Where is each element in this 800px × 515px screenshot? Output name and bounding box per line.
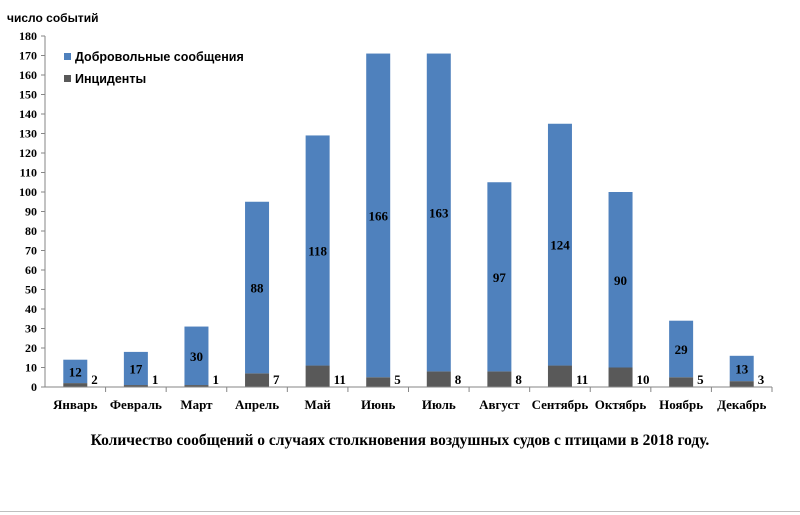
y-tick-label: 110 — [20, 166, 37, 180]
data-label-voluntary: 29 — [675, 342, 689, 357]
bar-voluntary — [123, 351, 148, 386]
bar-incidents — [245, 373, 270, 387]
data-label-incidents: 2 — [91, 372, 98, 387]
x-tick-label: Май — [304, 397, 331, 412]
bar-voluntary — [63, 359, 88, 384]
y-tick-label: 160 — [19, 68, 37, 82]
bar-incidents — [123, 385, 148, 387]
y-tick-label: 100 — [19, 185, 37, 199]
data-label-voluntary: 12 — [69, 364, 82, 379]
bar-voluntary — [669, 320, 694, 378]
y-tick-label: 50 — [25, 283, 37, 297]
data-label-voluntary: 163 — [429, 205, 449, 220]
data-label-voluntary: 90 — [614, 273, 627, 288]
data-label-incidents: 10 — [637, 372, 650, 387]
x-tick-label: Сентябрь — [532, 397, 589, 412]
data-label-incidents: 1 — [152, 372, 159, 387]
x-tick-label: Ноябрь — [659, 397, 703, 412]
x-tick-label: Июнь — [361, 397, 396, 412]
x-tick-label: Апрель — [235, 397, 279, 412]
bar-incidents — [184, 385, 209, 387]
bar-incidents — [63, 383, 88, 387]
legend-swatch-voluntary — [64, 53, 71, 60]
x-tick-label: Январь — [53, 397, 98, 412]
y-axis-label: число событий — [7, 11, 98, 25]
bar-incidents — [608, 367, 633, 387]
data-label-voluntary: 13 — [735, 361, 749, 376]
x-tick-label: Октябрь — [595, 397, 647, 412]
legend-swatch-incidents — [64, 75, 71, 82]
data-labels: 12 2 17 1 30 1 88 7 118 11 166 5 163 8 97 8 124 11 90 10 29 5… — [69, 205, 765, 387]
bar-incidents — [729, 381, 754, 387]
y-tick-label: 90 — [25, 205, 37, 219]
bar-incidents — [669, 377, 694, 387]
bar-incidents — [305, 365, 330, 387]
data-label-voluntary: 88 — [251, 281, 265, 296]
bar-chart: число событий 01020304050607080901001101… — [7, 11, 773, 412]
y-tick-label: 140 — [19, 107, 37, 121]
data-label-incidents: 8 — [515, 372, 522, 387]
bar-voluntary — [184, 326, 209, 386]
y-tick-label: 170 — [19, 49, 37, 63]
x-tick-label: Февраль — [110, 397, 162, 412]
bar-voluntary — [547, 123, 572, 366]
x-tick-label: Декабрь — [717, 397, 766, 412]
data-label-incidents: 1 — [212, 372, 219, 387]
bar-incidents — [487, 371, 512, 387]
bar-incidents — [547, 365, 572, 387]
y-tick-label: 80 — [25, 224, 37, 238]
data-label-incidents: 3 — [758, 372, 765, 387]
y-tick-label: 40 — [25, 302, 37, 316]
y-tick-label: 150 — [19, 88, 37, 102]
y-tick-label: 60 — [25, 263, 37, 277]
bottom-divider — [0, 511, 800, 512]
y-ticks: 0 10 20 30 40 50 60 70 80 90 100 110 120 130 140 150 160… — [19, 29, 45, 394]
data-label-voluntary: 30 — [190, 349, 203, 364]
data-label-voluntary: 166 — [368, 208, 388, 223]
bar-incidents — [366, 377, 391, 387]
y-tick-label: 180 — [19, 29, 37, 43]
x-tick-label: Март — [180, 397, 213, 412]
data-label-incidents: 5 — [394, 372, 401, 387]
bar-voluntary — [608, 192, 633, 368]
y-tick-label: 70 — [25, 244, 37, 258]
bar-voluntary — [487, 182, 512, 372]
y-tick-label: 130 — [19, 127, 37, 141]
bar-incidents — [426, 371, 451, 387]
data-label-incidents: 5 — [697, 372, 704, 387]
data-label-incidents: 8 — [455, 372, 462, 387]
data-label-incidents: 11 — [576, 372, 588, 387]
bar-voluntary — [426, 53, 451, 372]
x-tick-label: Август — [479, 397, 520, 412]
data-label-voluntary: 17 — [129, 361, 143, 376]
data-label-incidents: 7 — [273, 372, 280, 387]
bar-voluntary — [245, 201, 270, 374]
y-tick-label: 20 — [25, 341, 37, 355]
data-label-voluntary: 97 — [493, 270, 507, 285]
chart-caption: Количество сообщений о случаях столкнове… — [90, 432, 710, 449]
x-ticks: Январь Февраль Март Апрель Май Июнь Июль Август… — [53, 387, 773, 412]
bar-voluntary — [729, 355, 754, 382]
legend-label-incidents: Инциденты — [75, 72, 146, 86]
bars — [63, 53, 754, 387]
y-tick-label: 30 — [25, 322, 37, 336]
legend: Добровольные сообщения Инциденты — [64, 50, 244, 86]
y-tick-label: 0 — [31, 380, 37, 394]
data-label-voluntary: 118 — [308, 244, 327, 259]
y-tick-label: 10 — [25, 361, 37, 375]
y-tick-label: 120 — [19, 146, 37, 160]
x-tick-label: Июль — [422, 397, 456, 412]
bar-voluntary — [305, 135, 330, 366]
legend-label-voluntary: Добровольные сообщения — [75, 50, 244, 64]
bar-voluntary — [366, 53, 391, 378]
data-label-voluntary: 124 — [550, 238, 570, 253]
data-label-incidents: 11 — [334, 372, 346, 387]
